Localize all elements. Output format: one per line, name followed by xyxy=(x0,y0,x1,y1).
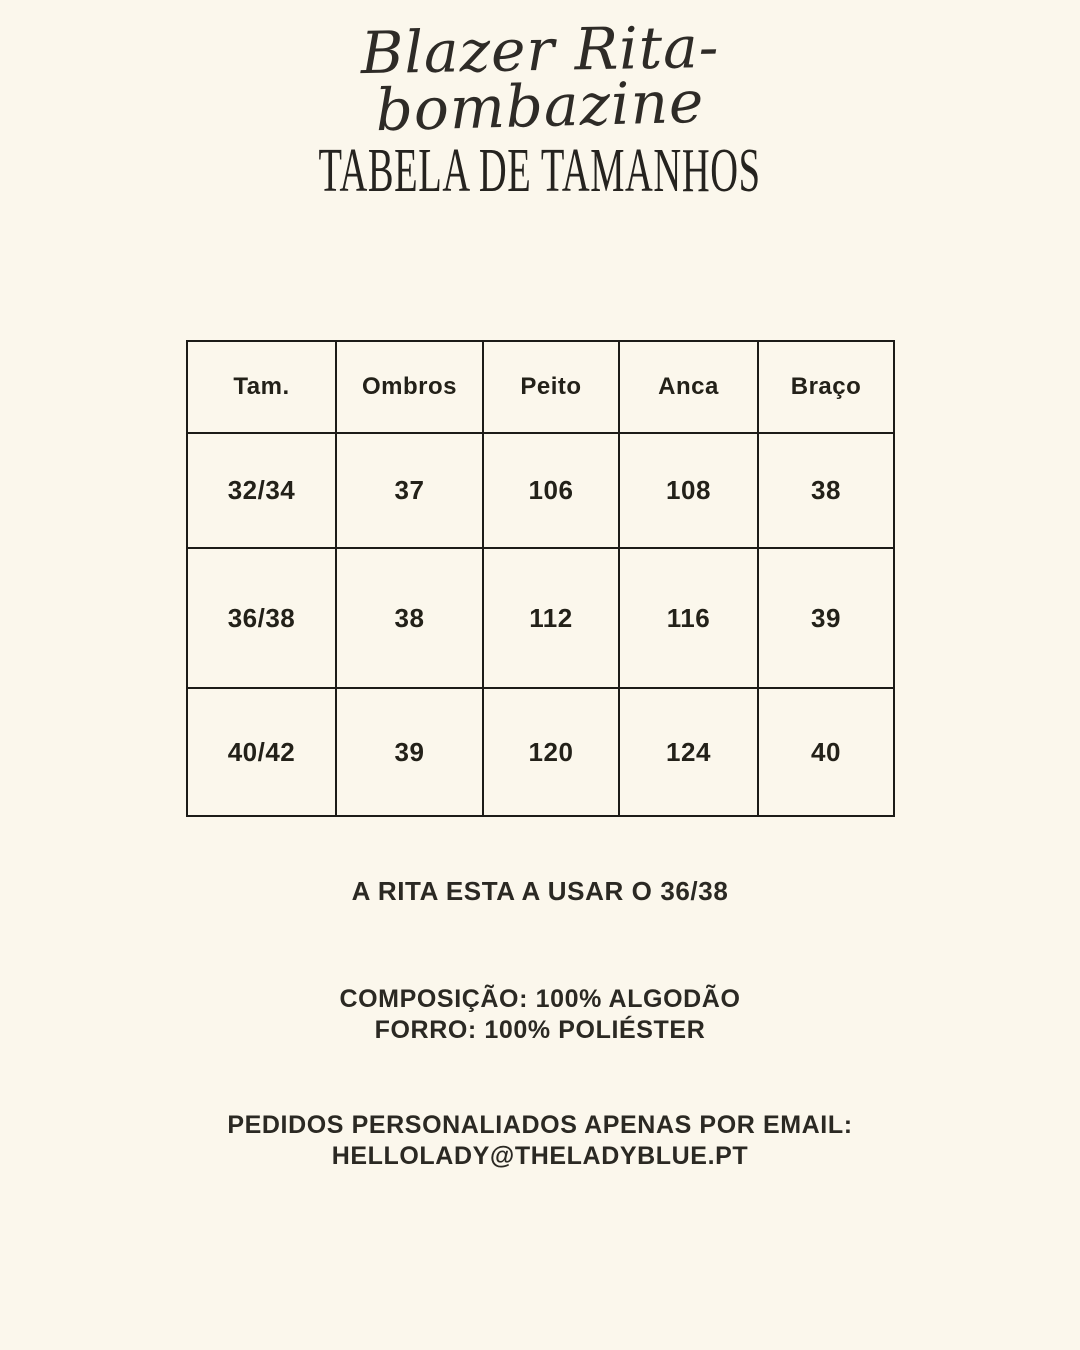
orders-line1: PEDIDOS PERSONALIADOS APENAS POR EMAIL: xyxy=(227,1111,853,1139)
page-title: TABELA DE TAMANHOS xyxy=(318,137,762,205)
orders-note: PEDIDOS PERSONALIADOS APENAS POR EMAIL: … xyxy=(0,1110,1080,1172)
composition-note: COMPOSIÇÃO: 100% ALGODÃO FORRO: 100% POL… xyxy=(0,984,1080,1046)
table-row: 32/34 37 106 108 38 xyxy=(186,432,895,549)
table-row: 36/38 38 112 116 39 xyxy=(186,547,895,689)
cell-peito: 120 xyxy=(482,687,620,817)
cell-peito: 112 xyxy=(482,547,620,689)
cell-size: 40/42 xyxy=(186,687,337,817)
cell-anca: 116 xyxy=(618,547,759,689)
cell-braco: 38 xyxy=(757,432,895,549)
orders-email: HELLOLADY@THELADYBLUE.PT xyxy=(331,1142,749,1170)
cell-anca: 108 xyxy=(618,432,759,549)
composition-line1: COMPOSIÇÃO: 100% ALGODÃO xyxy=(339,985,741,1013)
column-header-peito: Peito xyxy=(482,340,620,434)
cell-size: 32/34 xyxy=(186,432,337,549)
column-header-anca: Anca xyxy=(618,340,759,434)
cell-braco: 40 xyxy=(757,687,895,817)
column-header-tam: Tam. xyxy=(186,340,337,434)
table-row: 40/42 39 120 124 40 xyxy=(186,687,895,817)
cell-braco: 39 xyxy=(757,547,895,689)
column-header-ombros: Ombros xyxy=(335,340,484,434)
cell-peito: 106 xyxy=(482,432,620,549)
cell-ombros: 39 xyxy=(335,687,484,817)
cell-ombros: 38 xyxy=(335,547,484,689)
page-title-wrap: TABELA DE TAMANHOS xyxy=(0,140,1080,202)
size-table-header-row: Tam. Ombros Peito Anca Braço xyxy=(186,340,895,434)
cell-size: 36/38 xyxy=(186,547,337,689)
cell-ombros: 37 xyxy=(335,432,484,549)
cell-anca: 124 xyxy=(618,687,759,817)
product-title: Blazer Rita- bombazine xyxy=(0,13,1080,144)
size-table: Tam. Ombros Peito Anca Braço 32/34 37 10… xyxy=(186,340,895,817)
model-size-note: A RITA ESTA A USAR O 36/38 xyxy=(351,876,729,906)
column-header-braco: Braço xyxy=(757,340,895,434)
composition-line2: FORRO: 100% POLIÉSTER xyxy=(374,1016,706,1044)
